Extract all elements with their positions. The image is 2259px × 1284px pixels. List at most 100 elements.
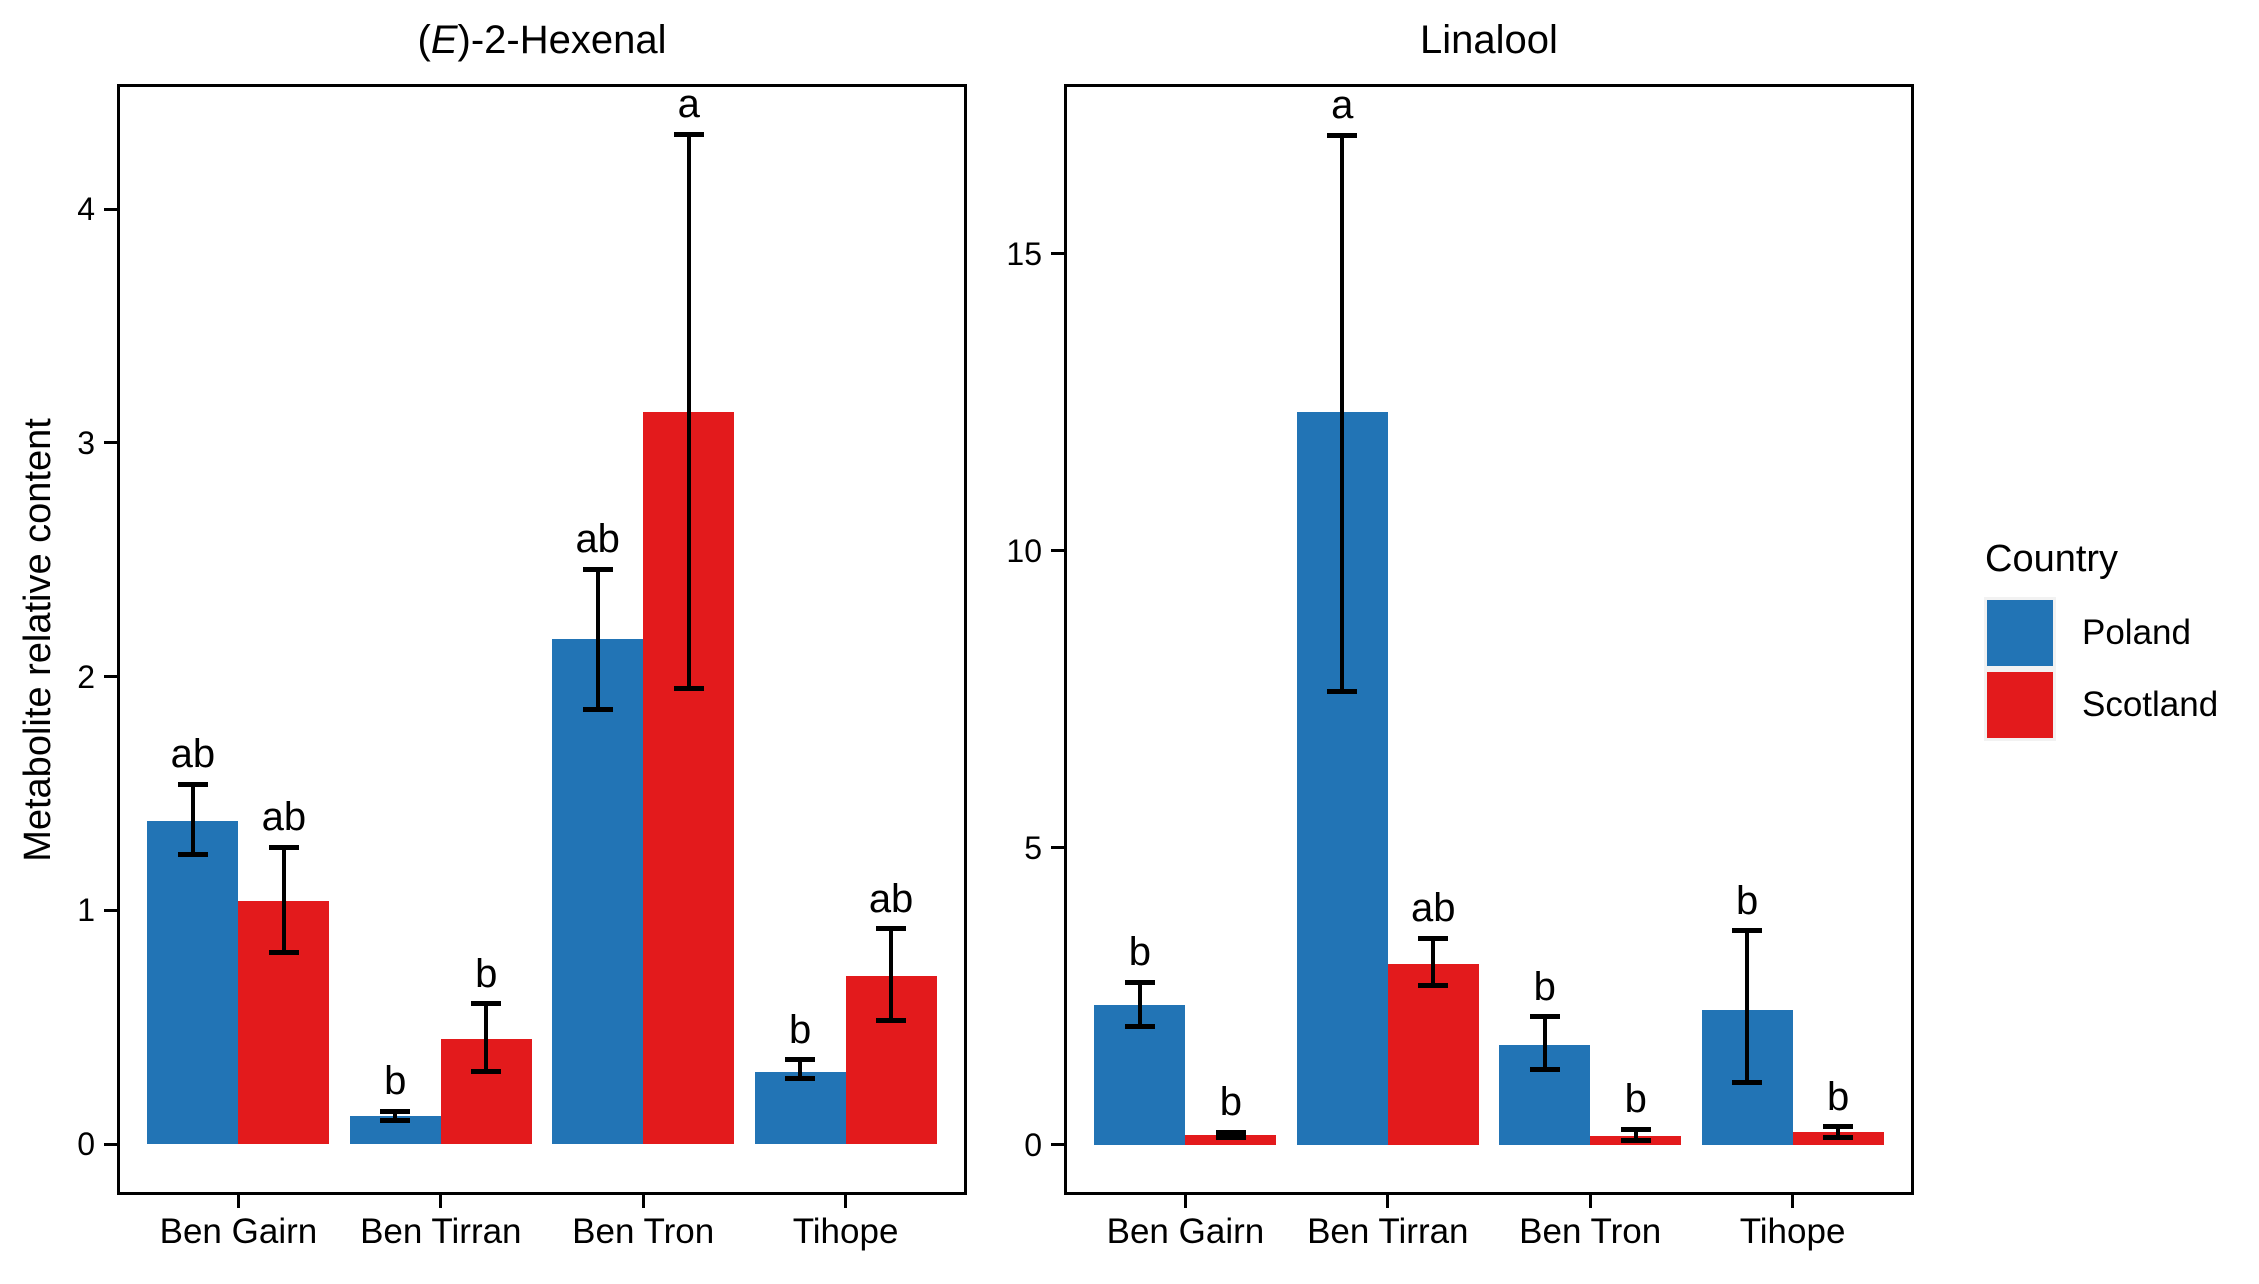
significance-letter-scotland-ben-tirran-linalool: ab — [1411, 886, 1456, 931]
bar-poland-ben-gairn-e-2-hexenal — [147, 821, 239, 1145]
y-tick-label-e-2-hexenal: 0 — [77, 1126, 95, 1163]
bar-poland-tihope-e-2-hexenal — [754, 1071, 846, 1145]
significance-letter-scotland-ben-tirran-e-2-hexenal: b — [475, 951, 498, 996]
panel-box-e-2-hexenal — [117, 84, 967, 1195]
x-tick-label-ben-tirran: Ben Tirran — [1307, 1212, 1469, 1251]
y-tick-label-linalool: 0 — [1024, 1126, 1042, 1163]
panel-title-linalool: Linalool — [1420, 18, 1558, 62]
error-cap-bottom-scotland-tihope-e-2-hexenal — [876, 1017, 907, 1023]
x-tick-mark-tihope — [844, 1195, 848, 1208]
significance-letter-scotland-ben-tron-linalool: b — [1624, 1077, 1647, 1122]
error-cap-bottom-scotland-ben-tron-e-2-hexenal — [673, 685, 704, 691]
significance-letter-poland-ben-tron-linalool: b — [1533, 964, 1556, 1009]
y-tick-label-linalool: 15 — [1006, 235, 1042, 272]
error-bar-poland-ben-tirran-e-2-hexenal — [393, 1111, 398, 1121]
x-tick-label-ben-tron: Ben Tron — [1519, 1212, 1662, 1251]
error-bar-scotland-ben-gairn-linalool — [1228, 1132, 1233, 1138]
y-tick-label-linalool: 10 — [1006, 532, 1042, 569]
error-cap-top-poland-tihope-e-2-hexenal — [785, 1057, 816, 1063]
y-tick-label-linalool: 5 — [1024, 829, 1042, 866]
legend-title: Country — [1985, 538, 2119, 580]
y-tick-mark-e-2-hexenal — [104, 1142, 117, 1146]
error-cap-top-poland-tihope-linalool — [1732, 928, 1763, 934]
error-cap-bottom-scotland-ben-gairn-linalool — [1215, 1135, 1246, 1141]
error-cap-top-scotland-ben-tirran-linalool — [1418, 935, 1449, 941]
x-tick-mark-ben-tirran — [1386, 1195, 1390, 1208]
y-tick-label-e-2-hexenal: 4 — [77, 191, 95, 228]
error-cap-top-scotland-ben-gairn-linalool — [1215, 1129, 1246, 1135]
significance-letter-poland-ben-tron-e-2-hexenal: ab — [575, 517, 620, 562]
error-cap-top-scotland-ben-tron-linalool — [1620, 1126, 1651, 1132]
bar-poland-ben-tron-e-2-hexenal — [552, 639, 644, 1145]
y-tick-label-e-2-hexenal: 1 — [77, 892, 95, 929]
error-bar-scotland-tihope-linalool — [1836, 1126, 1841, 1138]
error-cap-bottom-scotland-ben-tron-linalool — [1620, 1138, 1651, 1144]
y-tick-mark-linalool — [1051, 252, 1064, 256]
error-cap-top-poland-ben-tron-e-2-hexenal — [582, 566, 613, 572]
x-tick-mark-tihope — [1791, 1195, 1795, 1208]
error-bar-poland-tihope-e-2-hexenal — [798, 1059, 803, 1079]
error-cap-bottom-scotland-ben-gairn-e-2-hexenal — [268, 949, 299, 955]
error-cap-bottom-scotland-ben-tirran-e-2-hexenal — [471, 1069, 502, 1075]
error-cap-top-scotland-tihope-e-2-hexenal — [876, 926, 907, 932]
error-cap-bottom-poland-ben-tirran-e-2-hexenal — [380, 1118, 411, 1124]
y-tick-mark-e-2-hexenal — [104, 908, 117, 912]
error-bar-scotland-ben-tron-e-2-hexenal — [686, 134, 691, 689]
error-cap-top-scotland-ben-tirran-e-2-hexenal — [471, 1001, 502, 1007]
error-bar-scotland-tihope-e-2-hexenal — [889, 928, 894, 1021]
error-cap-bottom-scotland-ben-tirran-linalool — [1418, 983, 1449, 989]
legend-label-scotland: Scotland — [2082, 685, 2219, 724]
error-bar-scotland-ben-tirran-linalool — [1431, 938, 1436, 986]
x-tick-label-tihope: Tihope — [792, 1212, 899, 1251]
panel-title-e-2-hexenal: (E)-2-Hexenal — [417, 18, 667, 62]
x-tick-label-ben-gairn: Ben Gairn — [1106, 1212, 1265, 1251]
poland-color-swatch — [1987, 600, 2053, 666]
bar-scotland-ben-tirran-linalool — [1387, 963, 1479, 1145]
error-cap-top-poland-ben-tirran-e-2-hexenal — [380, 1108, 411, 1114]
error-bar-poland-ben-gairn-linalool — [1137, 982, 1142, 1027]
x-tick-mark-ben-tron — [641, 1195, 645, 1208]
error-bar-scotland-ben-tron-linalool — [1633, 1129, 1638, 1141]
scotland-color-swatch — [1987, 672, 2053, 738]
y-tick-label-e-2-hexenal: 3 — [77, 424, 95, 461]
y-tick-label-e-2-hexenal: 2 — [77, 658, 95, 695]
error-cap-bottom-poland-tihope-linalool — [1732, 1079, 1763, 1085]
significance-letter-poland-ben-tirran-e-2-hexenal: b — [384, 1059, 407, 1104]
x-tick-mark-ben-tirran — [439, 1195, 443, 1208]
error-cap-top-poland-ben-gairn-linalool — [1124, 979, 1155, 985]
error-cap-top-poland-ben-tirran-linalool — [1327, 132, 1358, 138]
significance-letter-scotland-ben-gairn-linalool: b — [1219, 1080, 1243, 1125]
error-cap-top-scotland-tihope-linalool — [1823, 1124, 1854, 1130]
y-tick-mark-e-2-hexenal — [104, 675, 117, 679]
y-tick-mark-linalool — [1051, 549, 1064, 553]
y-tick-mark-linalool — [1051, 846, 1064, 850]
error-cap-bottom-poland-ben-tirran-linalool — [1327, 689, 1358, 695]
error-cap-top-scotland-ben-gairn-e-2-hexenal — [268, 844, 299, 850]
y-tick-mark-e-2-hexenal — [104, 207, 117, 211]
error-cap-top-scotland-ben-tron-e-2-hexenal — [673, 131, 704, 137]
significance-letter-poland-ben-gairn-linalool: b — [1128, 930, 1152, 975]
x-tick-mark-ben-gairn — [236, 1195, 240, 1208]
x-tick-mark-ben-gairn — [1183, 1195, 1187, 1208]
y-tick-mark-e-2-hexenal — [104, 441, 117, 445]
error-bar-poland-ben-tirran-linalool — [1340, 135, 1345, 692]
error-bar-poland-ben-tron-linalool — [1542, 1016, 1547, 1070]
error-cap-bottom-poland-tihope-e-2-hexenal — [785, 1076, 816, 1082]
error-bar-scotland-ben-tirran-e-2-hexenal — [484, 1003, 489, 1072]
significance-letter-scotland-ben-tron-e-2-hexenal: a — [677, 82, 700, 127]
error-bar-poland-ben-gairn-e-2-hexenal — [190, 784, 195, 855]
significance-letter-scotland-tihope-e-2-hexenal: ab — [868, 876, 914, 921]
error-cap-top-poland-ben-tron-linalool — [1529, 1014, 1560, 1019]
significance-letter-poland-ben-gairn-e-2-hexenal: ab — [170, 732, 216, 777]
error-bar-poland-tihope-linalool — [1745, 930, 1750, 1083]
legend: Country Poland Scotland — [1985, 537, 2255, 757]
error-cap-bottom-poland-ben-gairn-linalool — [1124, 1024, 1155, 1030]
error-cap-bottom-poland-ben-tron-e-2-hexenal — [582, 706, 613, 712]
x-tick-label-ben-tirran: Ben Tirran — [360, 1212, 522, 1251]
legend-label-poland: Poland — [2082, 613, 2191, 652]
significance-letter-poland-tihope-e-2-hexenal: b — [788, 1007, 812, 1052]
legend-entry-poland: Poland — [1987, 600, 2247, 666]
panel-box-linalool — [1064, 84, 1914, 1195]
x-tick-label-ben-tron: Ben Tron — [572, 1212, 715, 1251]
